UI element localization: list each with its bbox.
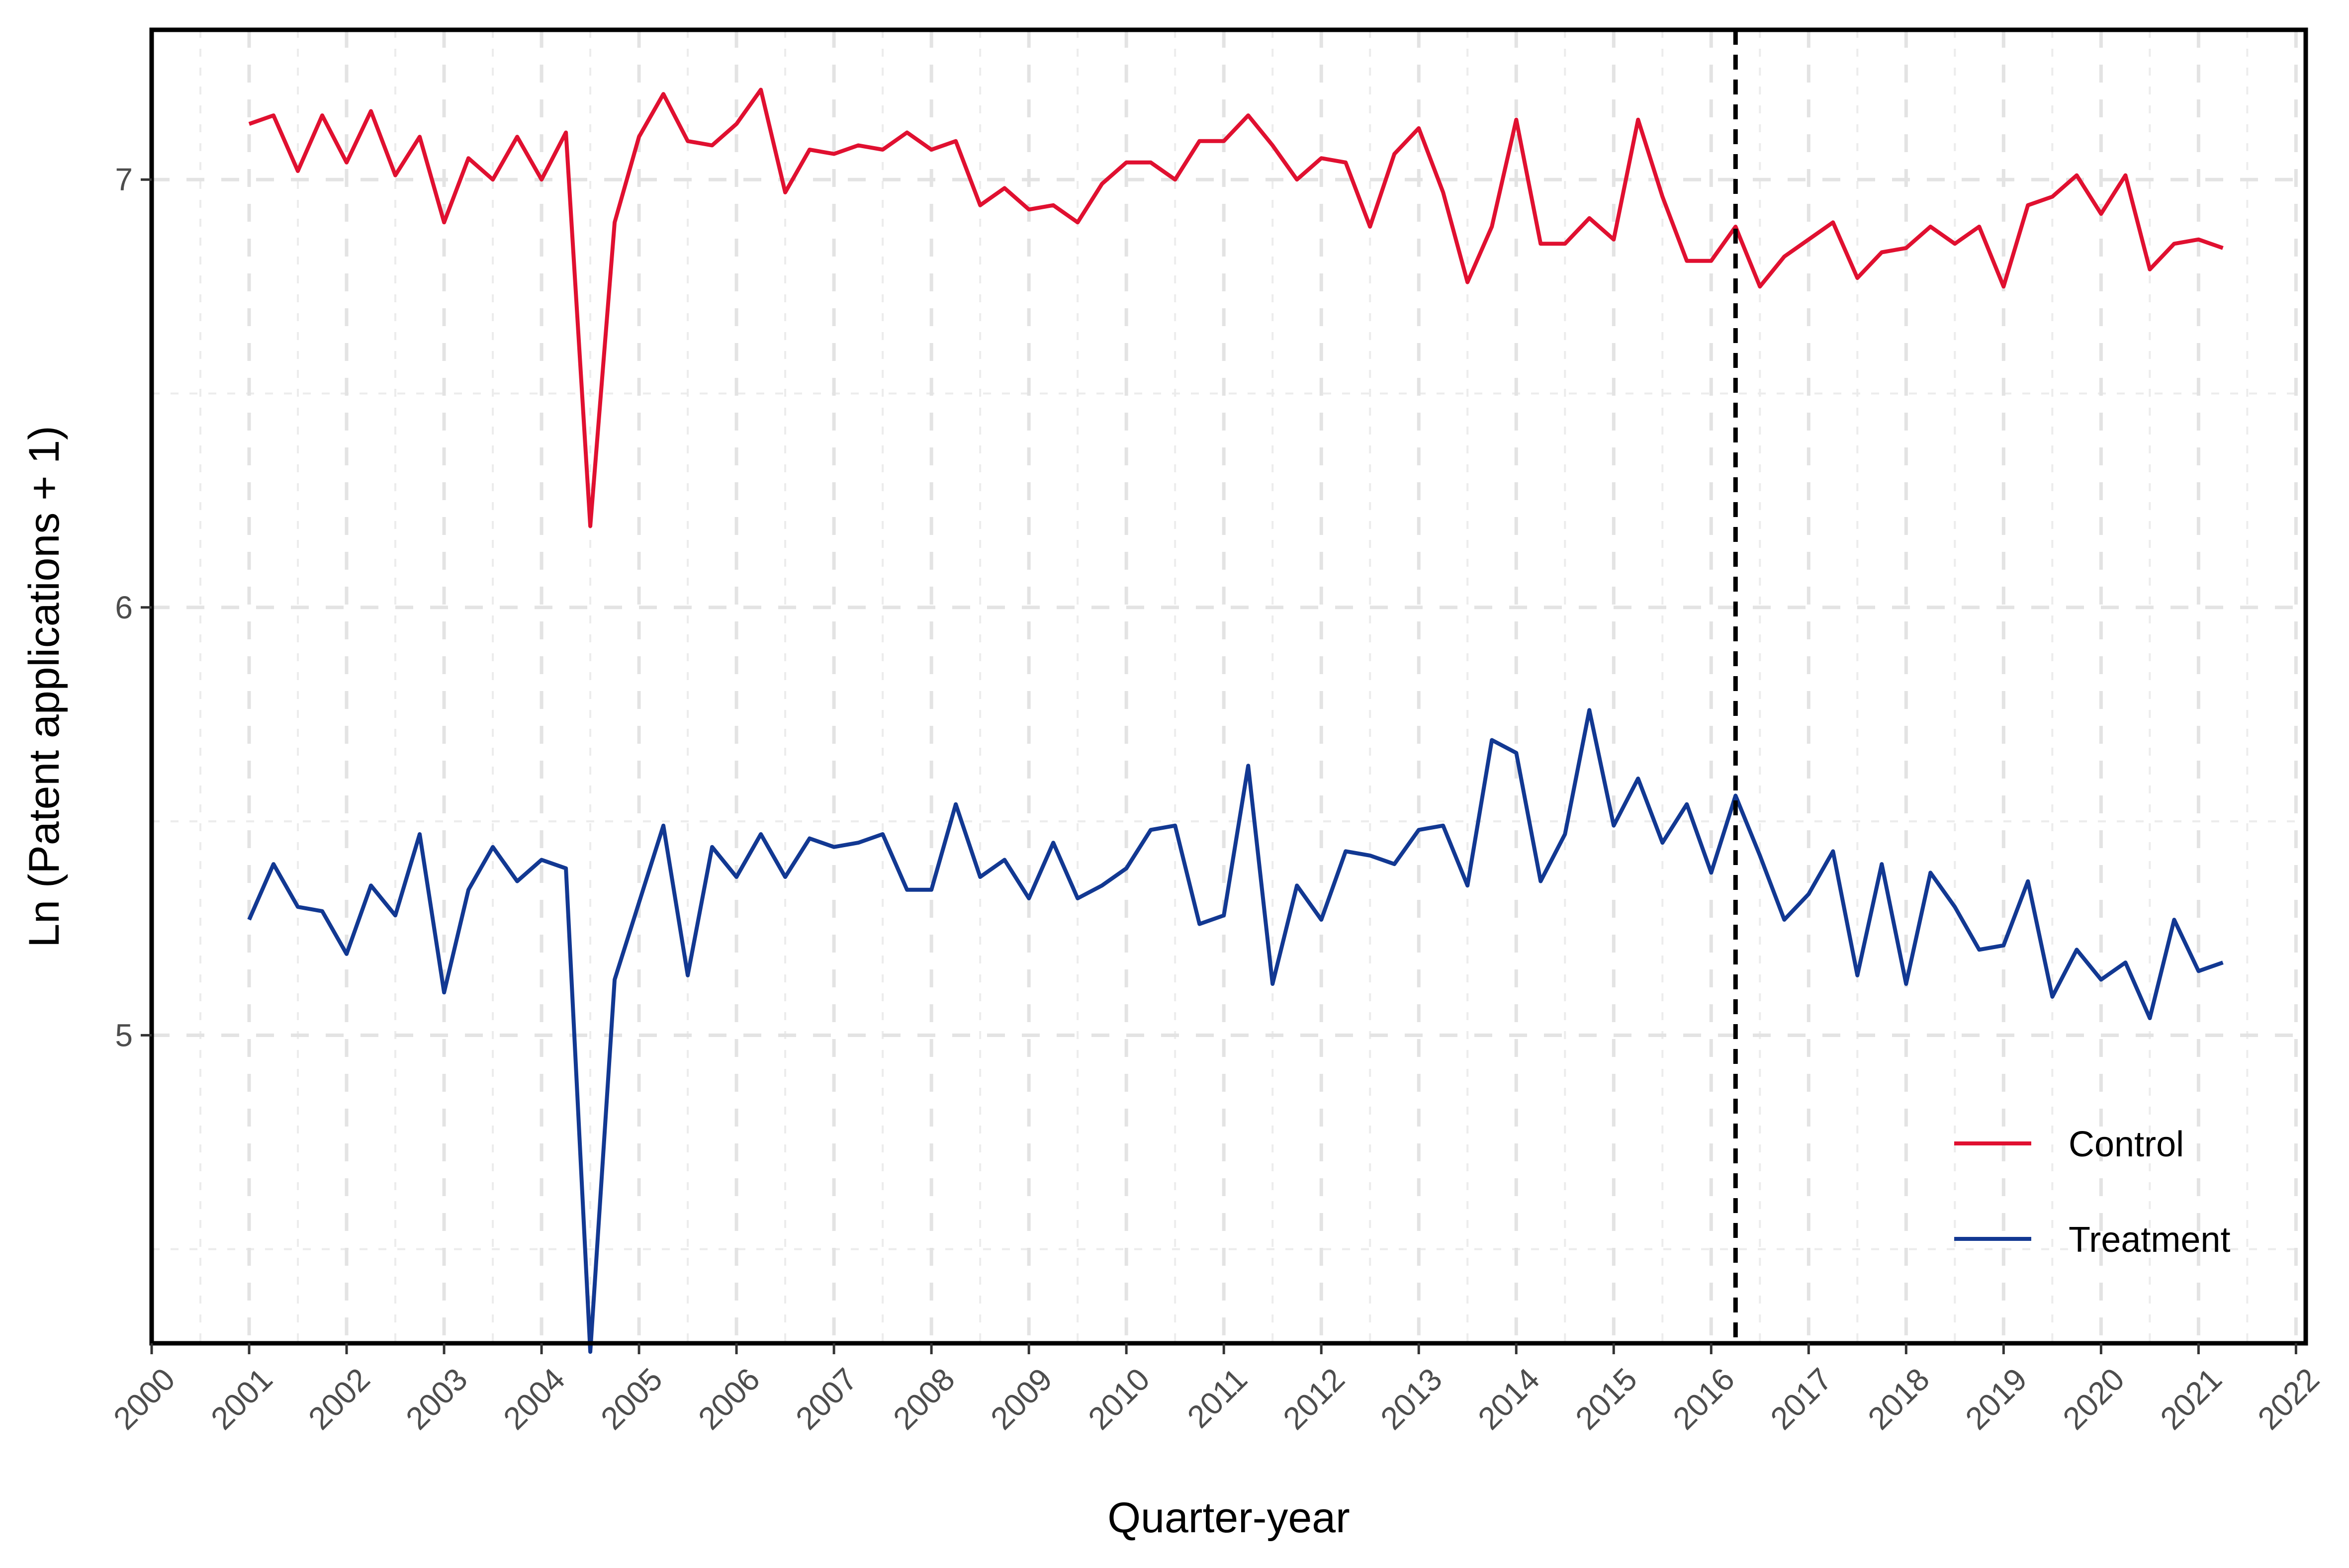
legend: Control Treatment: [1954, 1125, 2230, 1260]
series-layer: [247, 87, 2224, 1354]
x-axis-title: Quarter-year: [1107, 1494, 1350, 1542]
major-gridlines: [150, 30, 2306, 1343]
legend-label-treatment: Treatment: [2069, 1220, 2230, 1260]
y-tick-label: 7: [115, 162, 133, 197]
y-axis-title: Ln (Patent applications + 1): [20, 426, 68, 947]
y-tick-label: 6: [115, 590, 133, 625]
series-line-treatment: [247, 708, 2224, 1354]
series-line-control: [248, 87, 2224, 528]
plot-panel-border: [149, 27, 2308, 1346]
y-tick-label: 5: [115, 1017, 133, 1053]
y-axis-ticks: 5 6 7: [115, 162, 152, 1053]
minor-gridlines: [152, 30, 2306, 1343]
legend-label-control: Control: [2069, 1125, 2184, 1164]
